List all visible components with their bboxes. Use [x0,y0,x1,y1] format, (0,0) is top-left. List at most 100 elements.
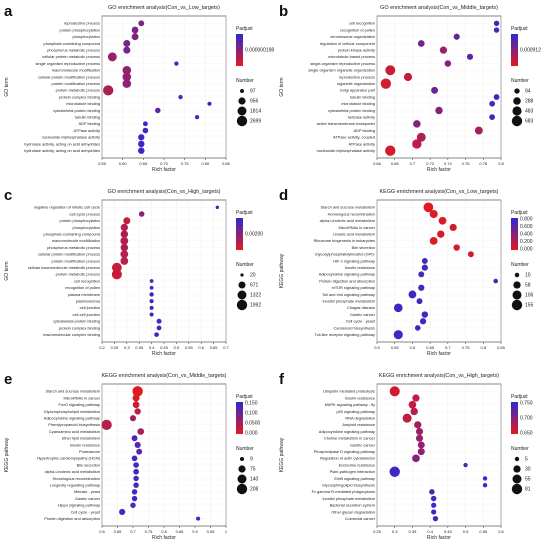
x-tick-label: 0.74 [444,161,453,166]
y-tick-label: MicroRNAs in cancer [338,225,375,230]
chart-title: GO enrichment analysis(Con_vs_Middle_tar… [380,5,498,11]
data-point [389,386,400,397]
data-point [132,394,140,402]
data-point [149,285,154,290]
data-point [402,413,412,423]
size-legend-label: 483 [525,109,534,115]
panel-letter: c [4,187,12,204]
data-point [123,217,131,225]
y-tick-label: Phenylpropanoid biosynthesis [48,422,100,427]
size-legend-title: Number [511,78,529,84]
plot-area [376,15,502,159]
y-tick-label: Amyloid resistance [342,422,375,427]
y-tick-label: protein modification process [52,81,100,86]
data-point [149,279,154,283]
y-tick-label: recognition of pollen [65,285,100,290]
y-tick-label: ATPase activity [348,141,375,146]
y-tick-label: Homologous recombination [53,476,100,481]
data-point [131,26,139,34]
data-point [412,454,420,463]
data-point [429,236,438,245]
data-point [122,72,132,82]
color-scale-label: 0.600 [520,224,533,230]
data-point [138,147,145,154]
data-point [194,115,200,120]
x-tick-label: 0.85 [222,161,231,166]
x-tick-label: 0.6 [498,529,504,534]
data-point [174,61,179,66]
y-tick-label: phosphate-containing compound [44,231,100,236]
size-legend-dot [513,97,521,105]
color-legend-title: Padjust [236,394,253,400]
y-tick-label: Glycerophospholipid metabolism [44,409,100,414]
y-tick-label: cytoskeletal protein binding [53,108,100,113]
data-point [493,278,498,284]
x-tick-label: 0.76 [462,161,471,166]
x-tick-label: 0.55 [185,345,194,350]
y-tick-label: active transmembrane transporter [317,121,376,126]
data-point [156,325,162,331]
color-scale-label: 0.400 [520,232,533,238]
size-legend-dot [236,299,248,311]
y-tick-label: protein phosphorylation [60,27,100,32]
size-legend-label: 9 [250,457,253,463]
y-tick-label: Inositol phosphate metabolism [322,496,375,501]
size-legend-label: 288 [525,99,534,105]
color-scale-label: 0.00200 [245,232,263,238]
data-point [129,415,137,422]
x-tick-label: 0.4 [427,529,433,534]
color-legend-title: Padjust [236,26,253,32]
color-scale-bar [511,402,518,434]
size-legend-label: 30 [525,467,531,473]
y-tick-label: Adipocytokine signaling pathway [44,415,100,420]
data-point [123,39,131,47]
size-legend-label: 208 [250,487,259,493]
y-axis-label: KEGG pathway [279,437,285,472]
y-tick-label: Bile secretion [77,462,100,467]
y-tick-label: Carotenoid biosynthesis [333,325,375,330]
data-point [418,284,425,291]
size-legend-dot [511,115,523,127]
data-point [120,243,129,252]
chart-a: a GO enrichment analysis(Con_vs_Low_targe… [4,3,274,173]
y-tick-label: Gastric cancer [75,496,101,501]
y-tick-label: single organism reproductive process [36,61,100,66]
data-point [155,107,161,114]
size-legend-label: 956 [250,99,259,105]
y-tick-label: organelle organization [337,81,375,86]
x-tick-label: 0.3 [124,345,130,350]
color-scale-bar [236,34,243,66]
size-legend-dot [511,483,523,495]
y-tick-label: Linoleic acid metabolism [333,231,375,236]
size-legend-label: 1322 [250,293,261,299]
y-tick-label: Glycosphingolipid biosynthesis [322,482,375,487]
y-tick-label: Hippo signaling pathway [58,503,100,508]
y-tick-label: Fc gamma R-mediated phagocytosis [312,489,375,494]
x-tick-label: 0.75 [462,345,471,350]
y-tick-label: protein modification process [52,258,100,263]
data-point [131,489,138,495]
color-scale-label: 0.750 [520,401,533,407]
panel-letter: a [4,3,13,20]
y-tick-label: phosphorus metabolic process [47,245,100,250]
color-scale-label: 0.150 [245,401,258,407]
y-tick-label: Phospholipase D signaling pathway [314,449,375,454]
panel-f: f KEGG enrichment analysis(Con_vs_High_ta… [275,368,550,551]
data-point [431,509,437,515]
y-tick-label: protein phosphorylation [60,218,100,223]
y-tick-label: macromolecule modification [52,238,100,243]
y-tick-label: Ubiquitin mediated proteolysis [323,389,375,394]
size-legend-label: 97 [250,89,256,95]
data-point [149,292,154,297]
x-tick-label: 1 [225,529,228,534]
y-tick-label: plasmodesma [76,298,101,303]
data-point [131,33,139,41]
size-legend-label: 683 [525,119,534,125]
y-tick-label: Cyanoamino acid metabolism [49,429,100,434]
y-tick-label: reproductive process [64,21,100,26]
y-tick-label: Insulin resistance [345,265,375,270]
size-legend-dot [512,474,522,484]
data-point [133,482,139,488]
size-legend-dot [237,106,247,116]
size-legend-label: 2699 [250,119,261,125]
